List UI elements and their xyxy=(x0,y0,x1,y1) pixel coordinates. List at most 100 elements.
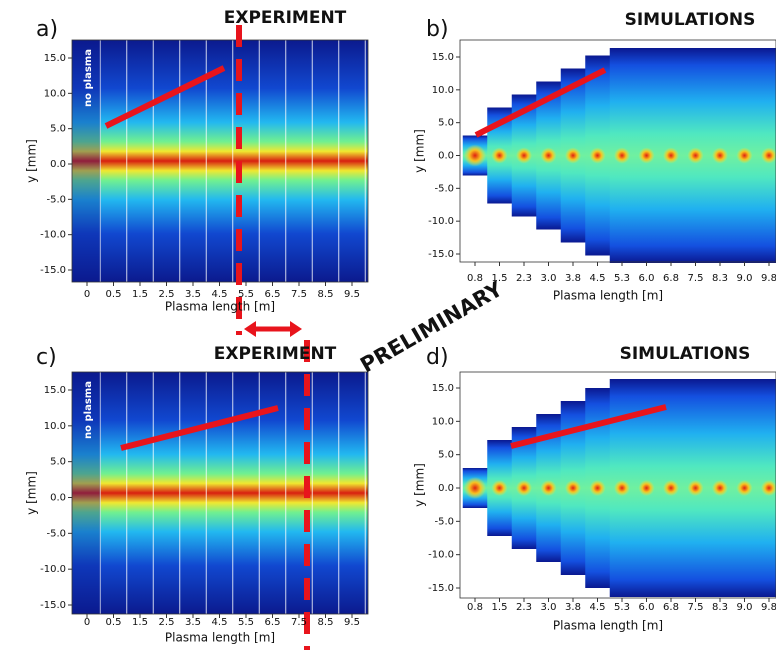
beam-spot xyxy=(639,148,655,164)
y-tick-label: -5.0 xyxy=(434,516,454,527)
y-axis-label: y [mm] xyxy=(25,471,39,515)
beam-spot xyxy=(688,148,704,164)
x-tick-label: 3.0 xyxy=(541,602,557,613)
x-tick-label: 2.5 xyxy=(159,289,175,300)
panel-letter: c) xyxy=(36,345,57,370)
y-tick-label: 15.0 xyxy=(44,53,66,64)
y-tick-label: 5.0 xyxy=(438,118,454,129)
heatmap xyxy=(72,40,368,282)
y-tick-label: 10.0 xyxy=(44,421,66,432)
x-tick-label: 7.5 xyxy=(291,617,307,628)
x-tick-label: 9.0 xyxy=(737,602,753,613)
panel-title: SIMULATIONS xyxy=(625,10,756,30)
x-tick-label: 8.5 xyxy=(318,289,334,300)
y-tick-label: -15.0 xyxy=(40,265,66,276)
arrow-head xyxy=(290,321,302,337)
beam-spot xyxy=(464,145,486,167)
x-axis-label: Plasma length [m] xyxy=(165,300,275,314)
beam-spot xyxy=(614,480,630,496)
panel-title: SIMULATIONS xyxy=(620,344,751,364)
beam-spot xyxy=(712,148,728,164)
y-tick-label: 10.0 xyxy=(432,85,454,96)
figure: PRELIMINARY no plasma15.010.05.00.0-5.0-… xyxy=(0,0,776,650)
y-tick-label: 0.0 xyxy=(438,151,454,162)
x-tick-label: 1.5 xyxy=(492,602,508,613)
beam-spot xyxy=(590,148,606,164)
x-tick-label: 1.5 xyxy=(132,289,148,300)
x-tick-label: 4.5 xyxy=(590,273,606,284)
x-tick-label: 9.8 xyxy=(761,273,776,284)
x-tick-label: 7.5 xyxy=(291,289,307,300)
y-tick-label: -5.0 xyxy=(46,528,66,539)
y-axis-label: y [mm] xyxy=(25,139,39,183)
beam-spot xyxy=(639,480,655,496)
y-tick-label: 0.0 xyxy=(50,493,66,504)
beam-spot xyxy=(565,480,581,496)
x-tick-label: 4.5 xyxy=(212,289,228,300)
x-tick-label: 8.3 xyxy=(712,273,728,284)
x-tick-label: 2.3 xyxy=(516,273,532,284)
x-tick-label: 0.8 xyxy=(467,602,483,613)
inset-label: no plasma xyxy=(83,49,94,107)
x-tick-label: 0.5 xyxy=(106,617,122,628)
panel-letter: d) xyxy=(426,345,449,370)
y-tick-label: -15.0 xyxy=(428,249,454,260)
x-tick-label: 9.5 xyxy=(344,289,360,300)
x-axis-label: Plasma length [m] xyxy=(165,631,275,645)
y-tick-label: 5.0 xyxy=(50,124,66,135)
x-tick-label: 3.5 xyxy=(185,617,201,628)
y-tick-label: 15.0 xyxy=(44,385,66,396)
y-tick-label: -5.0 xyxy=(434,183,454,194)
beam-spot xyxy=(492,480,508,496)
x-tick-label: 5.3 xyxy=(614,273,630,284)
beam-spot xyxy=(737,480,753,496)
x-tick-label: 6.8 xyxy=(663,273,679,284)
panel-letter: a) xyxy=(36,17,58,42)
x-tick-label: 6.5 xyxy=(265,617,281,628)
arrow-head xyxy=(244,321,256,337)
y-axis-label: y [mm] xyxy=(413,129,427,173)
inset-label: no plasma xyxy=(83,381,94,439)
x-axis-label: Plasma length [m] xyxy=(553,289,663,303)
y-tick-label: 10.0 xyxy=(432,416,454,427)
y-tick-label: -10.0 xyxy=(40,564,66,575)
y-tick-label: -15.0 xyxy=(428,583,454,594)
y-tick-label: 10.0 xyxy=(44,88,66,99)
y-tick-label: 15.0 xyxy=(432,52,454,63)
x-tick-label: 7.5 xyxy=(688,602,704,613)
beam-spot xyxy=(464,477,486,499)
beam-spot xyxy=(663,148,679,164)
x-tick-label: 6.5 xyxy=(265,289,281,300)
y-tick-label: -15.0 xyxy=(40,600,66,611)
y-tick-label: -10.0 xyxy=(428,550,454,561)
x-tick-label: 3.0 xyxy=(541,273,557,284)
x-tick-label: 1.5 xyxy=(132,617,148,628)
y-tick-label: -5.0 xyxy=(46,194,66,205)
x-tick-label: 6.0 xyxy=(639,273,655,284)
beam-spot xyxy=(492,148,508,164)
beam-spot xyxy=(737,148,753,164)
x-tick-label: 2.5 xyxy=(159,617,175,628)
beam-spot xyxy=(516,148,532,164)
x-tick-label: 9.8 xyxy=(761,602,776,613)
x-tick-label: 0.8 xyxy=(467,273,483,284)
beam-spot xyxy=(541,480,557,496)
y-tick-label: -10.0 xyxy=(428,216,454,227)
y-tick-label: 5.0 xyxy=(438,450,454,461)
y-axis-label: y [mm] xyxy=(413,463,427,507)
beam-spot xyxy=(614,148,630,164)
panel-title: EXPERIMENT xyxy=(214,344,337,364)
x-tick-label: 5.5 xyxy=(238,289,254,300)
heatmap xyxy=(72,372,368,614)
x-tick-label: 8.5 xyxy=(318,617,334,628)
y-tick-label: -10.0 xyxy=(40,230,66,241)
beam-spot xyxy=(565,148,581,164)
beam-spot xyxy=(712,480,728,496)
x-tick-label: 2.3 xyxy=(516,602,532,613)
y-tick-label: 0.0 xyxy=(50,159,66,170)
x-tick-label: 6.0 xyxy=(639,602,655,613)
x-tick-label: 7.5 xyxy=(688,273,704,284)
x-tick-label: 0 xyxy=(84,289,90,300)
beam-spot xyxy=(688,480,704,496)
x-tick-label: 5.5 xyxy=(238,617,254,628)
